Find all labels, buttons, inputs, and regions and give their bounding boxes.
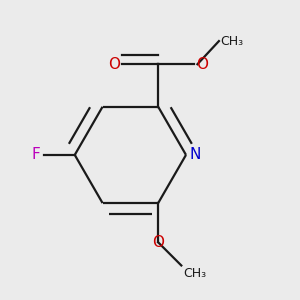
Text: O: O bbox=[152, 235, 164, 250]
Text: CH₃: CH₃ bbox=[183, 267, 206, 280]
Text: N: N bbox=[190, 147, 201, 162]
Text: F: F bbox=[32, 147, 40, 162]
Text: CH₃: CH₃ bbox=[220, 34, 244, 48]
Text: O: O bbox=[109, 57, 121, 72]
Text: O: O bbox=[196, 57, 208, 72]
